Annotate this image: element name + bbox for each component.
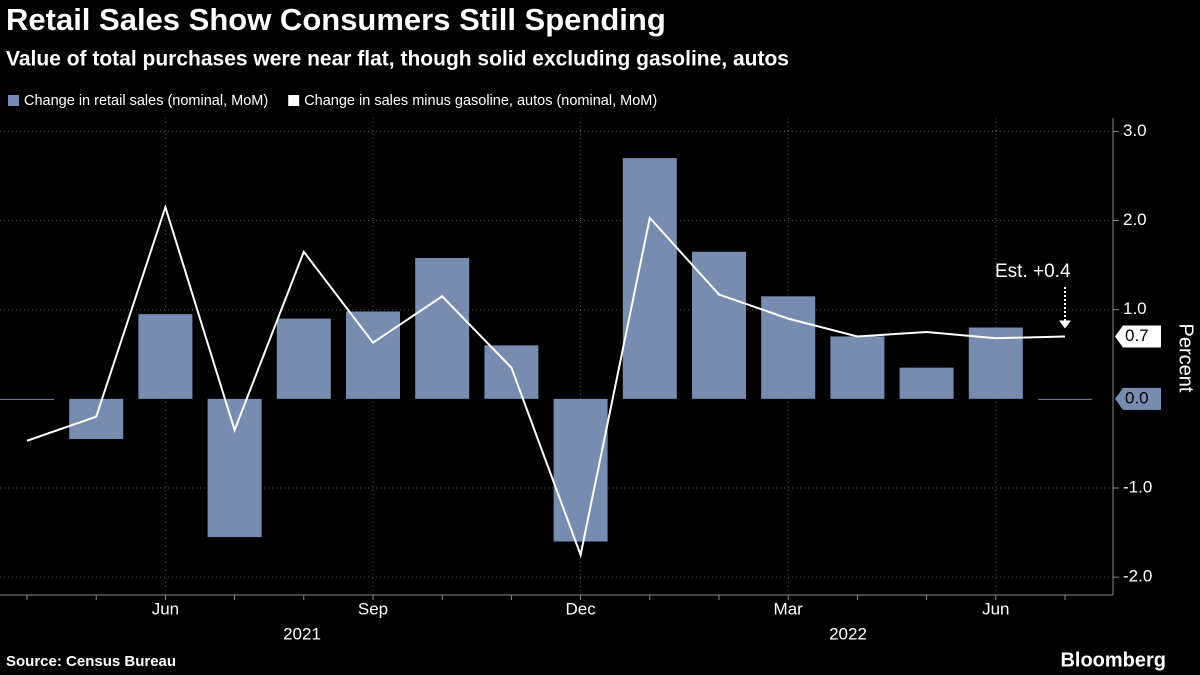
bar (138, 314, 193, 399)
y-tick-label: 3.0 (1123, 121, 1147, 140)
bar (346, 311, 400, 399)
year-label: 2022 (829, 624, 867, 643)
y-axis-label: Percent (1175, 324, 1197, 393)
bar (1038, 398, 1092, 400)
annotation: Est. +0.4 (995, 261, 1071, 282)
bar (553, 398, 608, 542)
line (26, 203, 1066, 559)
bar (761, 296, 816, 399)
legend-label: Change in retail sales (nominal, MoM) (24, 93, 268, 109)
legend-swatch (288, 95, 300, 106)
y-tick-label: -1.0 (1123, 477, 1152, 496)
bar (207, 398, 262, 538)
bar (830, 336, 885, 399)
bar (484, 345, 539, 399)
value-label: 0.0 (1125, 388, 1149, 407)
bar (69, 398, 124, 439)
year-label: 2021 (283, 624, 321, 643)
brand: Bloomberg (1060, 649, 1166, 671)
legend-label: Change in sales minus gasoline, autos (n… (304, 93, 657, 109)
y-tick-label: 1.0 (1123, 299, 1147, 318)
x-tick-label: Jun (982, 599, 1009, 618)
x-tick-label: Mar (774, 599, 804, 618)
bar (415, 257, 470, 399)
x-tick-label: Dec (565, 599, 596, 618)
bar (0, 398, 54, 400)
bar (622, 158, 677, 399)
chart-title: Retail Sales Show Consumers Still Spendi… (6, 2, 666, 37)
annotation-arrowhead (1059, 320, 1071, 329)
bar (276, 318, 331, 399)
legend-swatch (8, 95, 19, 106)
bar (899, 367, 954, 399)
chart-subtitle: Value of total purchases were near flat,… (6, 48, 789, 71)
y-tick-label: -2.0 (1123, 567, 1152, 586)
value-label: 0.7 (1125, 326, 1149, 345)
bar (968, 327, 1023, 399)
source: Source: Census Bureau (6, 653, 176, 670)
value-label-box (1115, 387, 1161, 410)
x-tick-label: Jun (152, 599, 179, 618)
x-tick-label: Sep (358, 599, 388, 618)
bar (692, 251, 746, 399)
y-tick-label: 2.0 (1123, 210, 1147, 229)
value-label-box (1115, 325, 1161, 348)
